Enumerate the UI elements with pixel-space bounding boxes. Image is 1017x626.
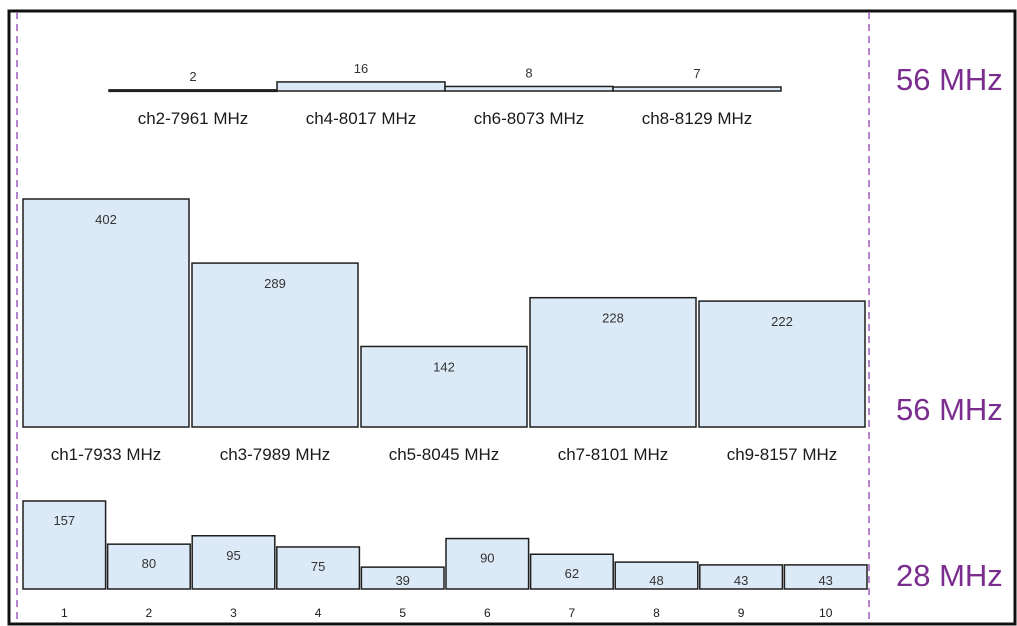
value-label-bottom-2: 80 [142,556,156,571]
bar-bottom-6 [445,537,530,590]
bar-bottom-5 [360,566,445,590]
category-label-top-1: ch2-7961 MHz [138,109,249,128]
bar-top-1 [108,89,278,93]
category-label-bottom-4: 4 [315,606,322,620]
bar-middle-1 [22,198,190,428]
category-label-middle-1: ch1-7933 MHz [51,445,162,464]
value-label-top-4: 7 [693,66,700,81]
category-label-bottom-9: 9 [738,606,745,620]
bar-bottom-1 [22,500,107,590]
category-label-bottom-2: 2 [146,606,153,620]
value-label-top-2: 16 [354,61,368,76]
bar-bottom-3 [191,535,276,590]
bar-bottom-9 [699,564,784,590]
bar-top-2 [276,81,446,92]
value-label-bottom-1: 157 [53,513,75,528]
bar-middle-5 [698,300,866,428]
value-label-middle-3: 142 [433,359,455,374]
category-label-bottom-3: 3 [230,606,237,620]
band-label-bottom: 28 MHz [896,558,1003,593]
category-label-bottom-7: 7 [569,606,576,620]
bar-bottom-7 [529,553,614,590]
category-label-middle-2: ch3-7989 MHz [220,445,331,464]
value-label-bottom-7: 62 [565,566,579,581]
category-label-middle-5: ch9-8157 MHz [727,445,838,464]
category-label-middle-4: ch7-8101 MHz [558,445,669,464]
category-label-top-3: ch6-8073 MHz [474,109,585,128]
bar-middle-2 [191,262,359,428]
category-label-top-4: ch8-8129 MHz [642,109,753,128]
value-label-bottom-3: 95 [226,548,240,563]
value-label-middle-1: 402 [95,212,117,227]
value-label-top-1: 2 [189,69,196,84]
value-label-bottom-4: 75 [311,559,325,574]
value-label-middle-5: 222 [771,314,793,329]
value-label-bottom-10: 43 [818,573,832,588]
category-label-bottom-8: 8 [653,606,660,620]
category-label-top-2: ch4-8017 MHz [306,109,417,128]
band-label-top: 56 MHz [896,62,1003,97]
category-label-bottom-10: 10 [819,606,833,620]
category-label-middle-3: ch5-8045 MHz [389,445,500,464]
bar-top-4 [612,86,782,92]
category-label-bottom-6: 6 [484,606,491,620]
bar-middle-3 [360,345,528,428]
band-label-middle: 56 MHz [896,392,1003,427]
category-label-bottom-5: 5 [399,606,406,620]
frame-border [7,9,1017,626]
bar-bottom-8 [614,561,699,590]
value-label-middle-4: 228 [602,311,624,326]
value-label-bottom-5: 39 [395,573,409,588]
category-label-bottom-1: 1 [61,606,68,620]
bar-bottom-4 [276,546,361,590]
value-label-bottom-6: 90 [480,551,494,566]
bar-middle-4 [529,296,697,428]
bar-bottom-10 [783,564,868,590]
value-label-bottom-8: 48 [649,573,663,588]
bar-top-3 [444,85,614,92]
value-label-bottom-9: 43 [734,573,748,588]
value-label-top-3: 8 [525,65,532,80]
value-label-middle-2: 289 [264,276,286,291]
bar-bottom-2 [106,543,191,590]
